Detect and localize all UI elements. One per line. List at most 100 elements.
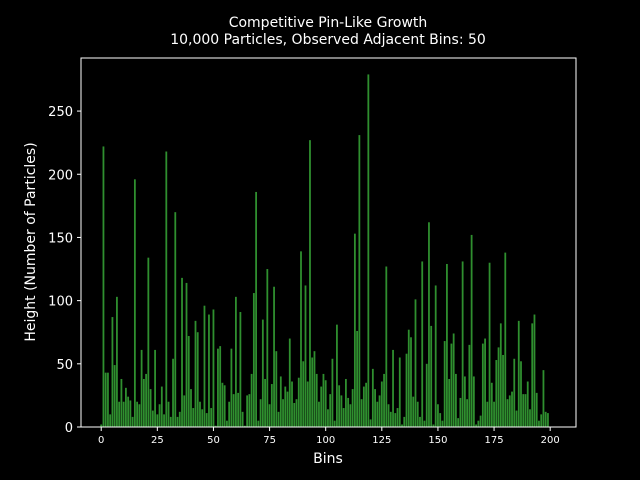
bar <box>524 394 527 427</box>
bar <box>250 373 253 427</box>
x-tick-label: 50 <box>207 435 220 446</box>
bar <box>187 336 190 427</box>
bar <box>425 363 428 427</box>
bar <box>362 386 365 427</box>
bar <box>196 332 199 427</box>
bar <box>508 395 511 427</box>
bar <box>367 74 370 427</box>
bar <box>221 382 224 427</box>
bar <box>104 372 107 427</box>
bar <box>120 378 123 427</box>
bar <box>169 416 172 427</box>
bar <box>392 349 394 427</box>
bar <box>356 330 359 427</box>
bar <box>345 378 347 427</box>
bar <box>448 378 451 427</box>
bar <box>160 386 163 427</box>
bar <box>165 151 168 427</box>
bar <box>410 337 412 427</box>
bar <box>194 320 197 427</box>
bar <box>475 424 477 427</box>
bar <box>529 409 531 427</box>
bar <box>434 285 437 427</box>
bar <box>210 408 213 427</box>
bar <box>127 396 130 427</box>
y-tick-label: 200 <box>48 168 73 183</box>
bar <box>322 373 325 427</box>
bar <box>441 420 444 427</box>
bar <box>266 269 269 427</box>
bar <box>419 416 421 427</box>
bar <box>499 323 502 427</box>
bar <box>102 146 105 427</box>
bar <box>219 346 222 427</box>
bar <box>416 401 419 427</box>
bar <box>459 397 462 427</box>
bar <box>147 257 150 427</box>
y-tick-label: 250 <box>48 105 73 120</box>
bar <box>205 413 208 427</box>
bar <box>201 409 204 427</box>
bar <box>192 408 195 427</box>
bar <box>306 381 309 427</box>
bar <box>239 312 242 427</box>
bar <box>329 394 332 427</box>
bar <box>107 372 109 427</box>
bar <box>279 376 282 427</box>
bar <box>488 262 491 427</box>
bar <box>542 370 545 427</box>
y-tick-label: 50 <box>56 358 73 373</box>
bar <box>295 399 298 427</box>
bar <box>450 343 453 427</box>
bar <box>430 325 433 427</box>
bar <box>282 399 284 427</box>
bar <box>401 424 403 427</box>
bar <box>241 411 244 427</box>
bar <box>374 389 376 427</box>
bar <box>470 234 473 427</box>
bar <box>446 263 448 427</box>
bar <box>495 360 498 427</box>
bar <box>158 404 161 427</box>
bar <box>466 399 469 427</box>
bar <box>353 233 356 427</box>
bar <box>544 411 547 427</box>
x-axis-label: Bins <box>313 451 343 467</box>
y-tick-label: 0 <box>65 421 73 436</box>
bar <box>140 349 143 427</box>
bar <box>109 414 112 427</box>
bar <box>378 395 381 427</box>
bar <box>131 416 134 427</box>
bar <box>324 380 327 427</box>
bar <box>223 385 226 427</box>
x-tick-label: 75 <box>263 435 276 446</box>
bar <box>338 385 341 427</box>
bar <box>432 424 435 427</box>
bar <box>484 338 486 427</box>
bar <box>515 410 518 427</box>
bar <box>394 413 397 427</box>
x-tick-label: 100 <box>316 435 335 446</box>
bar <box>257 420 260 427</box>
bar <box>154 349 156 427</box>
bar <box>302 361 305 427</box>
bar <box>183 395 186 427</box>
bar <box>309 140 311 427</box>
bar <box>176 416 179 427</box>
bar <box>347 397 350 427</box>
bar <box>293 402 296 427</box>
bar <box>540 414 543 427</box>
bar <box>547 413 549 427</box>
bar <box>407 329 410 427</box>
bar <box>504 252 507 427</box>
bar <box>477 420 480 427</box>
bar <box>371 368 374 427</box>
bar <box>178 411 181 427</box>
bar <box>185 282 188 427</box>
bar <box>237 392 240 427</box>
bar <box>502 354 504 427</box>
axes-frame <box>80 57 577 428</box>
bar <box>145 373 147 427</box>
